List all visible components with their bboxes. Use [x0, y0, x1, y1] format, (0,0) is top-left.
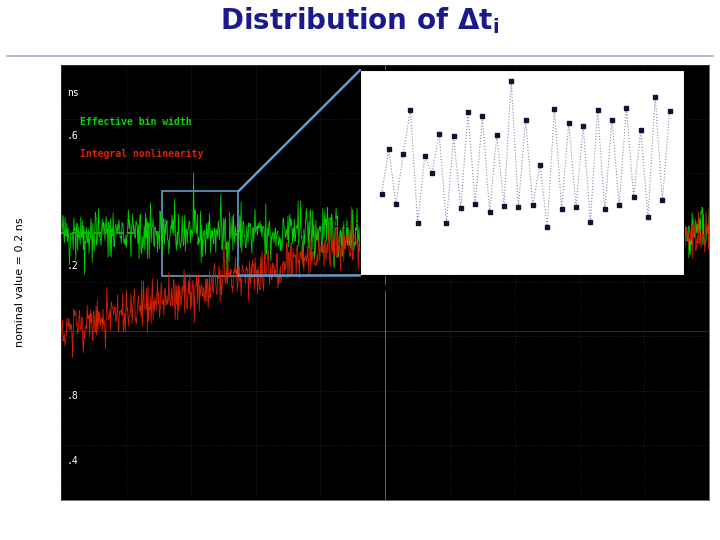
Text: Workshop on Picosecond Photon Sensors, Clermont-Ferrand: Workshop on Picosecond Photon Sensors, C… [204, 517, 516, 528]
Text: Distribution of $\mathbf{\Delta t_i}$: Distribution of $\mathbf{\Delta t_i}$ [220, 5, 500, 36]
Text: ns: ns [68, 87, 79, 98]
Text: .2: .2 [66, 261, 78, 271]
Y-axis label: $t_i$ [ps]: $t_i$ [ps] [315, 158, 330, 187]
Text: .4: .4 [66, 456, 78, 465]
Text: Integral nonlinearity: Integral nonlinearity [80, 149, 204, 159]
Text: .6: .6 [66, 131, 78, 141]
Text: nominal value = 0.2 ns: nominal value = 0.2 ns [15, 217, 24, 347]
Text: Effective bin width: Effective bin width [80, 117, 192, 127]
Text: 12: 12 [696, 517, 709, 528]
Bar [163, 191, 238, 275]
Text: 13 March 2014: 13 March 2014 [11, 517, 89, 528]
Text: .8: .8 [66, 391, 78, 401]
X-axis label: Cell i: Cell i [510, 296, 534, 306]
